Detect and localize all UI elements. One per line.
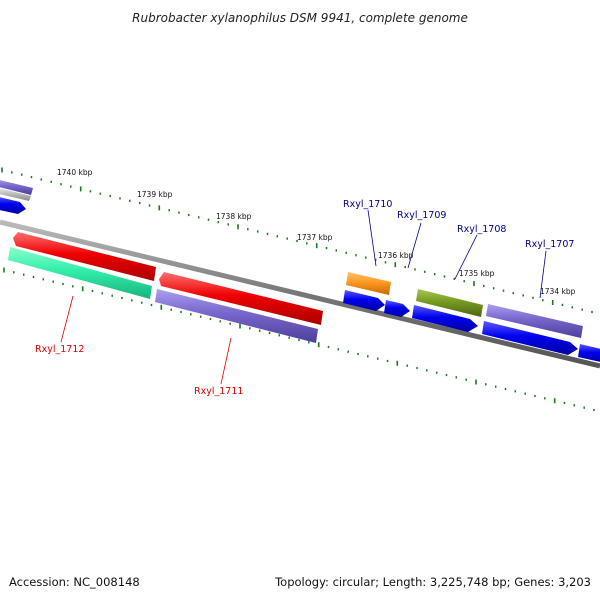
scale-label-1735: 1735 kbp xyxy=(459,269,495,278)
gene-feature-blue-edge[interactable] xyxy=(0,196,26,214)
gene-rxyl-1707[interactable] xyxy=(486,304,583,338)
scale-labels: 1740 kbp 1739 kbp 1738 kbp 1737 kbp 1736… xyxy=(57,168,576,296)
label-rxyl-1707[interactable]: Rxyl_1707 xyxy=(525,239,574,250)
label-rxyl-1709[interactable]: Rxyl_1709 xyxy=(397,210,446,221)
outer-scale-ticks xyxy=(1,167,593,314)
gene-rxyl-1710[interactable] xyxy=(346,272,391,295)
gene-feature-blue-c[interactable] xyxy=(412,305,478,332)
scale-label-1740: 1740 kbp xyxy=(57,168,93,177)
gene-feature-purple-edge[interactable] xyxy=(0,179,33,195)
leader-rxyl-1709 xyxy=(407,222,422,269)
map-title: Rubrobacter xylanophilus DSM 9941, compl… xyxy=(132,11,468,25)
gene-feature-blue-e[interactable] xyxy=(578,344,600,363)
gene-rxyl-1711[interactable] xyxy=(159,272,323,325)
label-rxyl-1712[interactable]: Rxyl_1712 xyxy=(35,344,84,355)
genome-backbone xyxy=(0,219,600,369)
label-rxyl-1708[interactable]: Rxyl_1708 xyxy=(457,224,506,235)
reverse-strand-features xyxy=(8,232,323,343)
gene-feature-blue-d[interactable] xyxy=(482,321,578,355)
leader-rxyl-1707 xyxy=(539,250,547,299)
scale-label-1737: 1737 kbp xyxy=(297,233,333,242)
forward-strand-features xyxy=(343,272,600,363)
gene-feature-blue-a[interactable] xyxy=(343,290,385,311)
scale-label-1738: 1738 kbp xyxy=(216,212,252,221)
leader-rxyl-1710 xyxy=(367,209,377,267)
gene-feature-purple-low[interactable] xyxy=(155,289,318,343)
leader-rxyl-1708 xyxy=(454,234,478,280)
inner-scale-ticks xyxy=(3,267,595,412)
gene-labels: Rxyl_1712 Rxyl_1711 Rxyl_1710 Rxyl_1709 … xyxy=(35,199,574,397)
label-rxyl-1711[interactable]: Rxyl_1711 xyxy=(194,386,243,397)
gene-rxyl-1712[interactable] xyxy=(13,232,156,281)
gene-feature-grey-edge[interactable] xyxy=(0,187,31,201)
scale-label-1736: 1736 kbp xyxy=(378,251,414,260)
gene-feature-blue-b[interactable] xyxy=(384,300,410,317)
leader-rxyl-1712 xyxy=(60,295,74,343)
edge-features xyxy=(0,179,33,214)
label-rxyl-1710[interactable]: Rxyl_1710 xyxy=(343,199,392,210)
accession-text: Accession: NC_008148 xyxy=(9,575,140,589)
gene-rxyl-1708[interactable] xyxy=(416,289,483,317)
scale-label-1739: 1739 kbp xyxy=(137,190,173,199)
scale-label-1734: 1734 kbp xyxy=(540,287,576,296)
genome-summary-text: Topology: circular; Length: 3,225,748 bp… xyxy=(274,575,591,589)
gene-feature-teal[interactable] xyxy=(8,247,152,299)
leader-rxyl-1711 xyxy=(220,337,232,385)
